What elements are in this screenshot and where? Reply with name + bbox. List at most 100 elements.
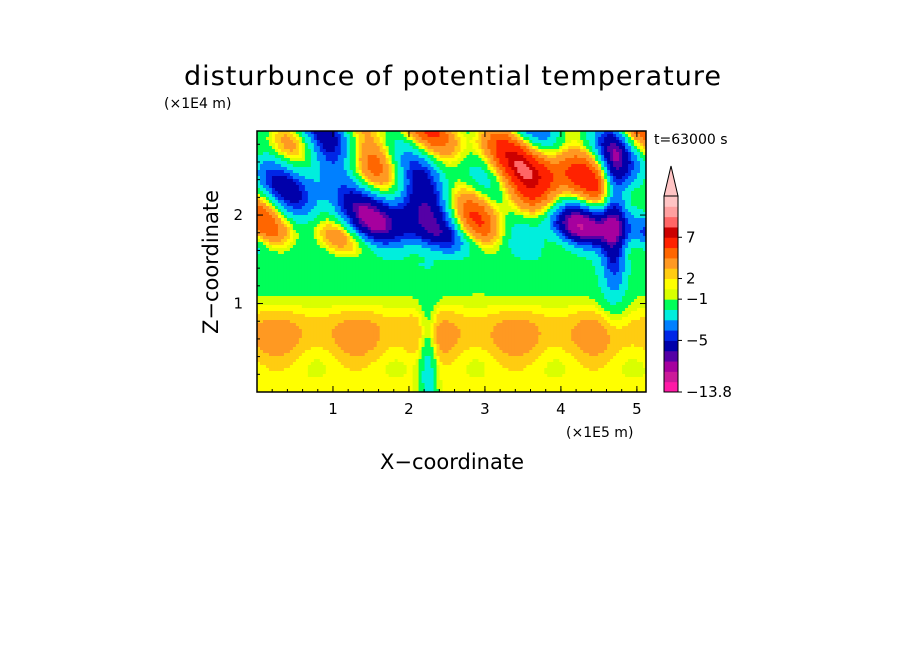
heatmap-cell [445,212,450,216]
heatmap-cell [400,158,405,162]
heatmap-cell [520,200,524,204]
heatmap-cell [418,179,423,183]
heatmap-cell [304,134,309,138]
heatmap-cell [622,137,626,141]
heatmap-cell [397,221,402,225]
heatmap-cell [505,170,509,174]
heatmap-cell [457,215,462,219]
heatmap-cell [364,140,369,144]
heatmap-cell [571,227,575,231]
heatmap-cell [493,200,497,204]
heatmap-cell [262,239,267,243]
heatmap-cell [382,188,387,192]
heatmap-cell [307,137,312,141]
heatmap-cell [586,206,590,210]
heatmap-cell [367,176,372,180]
heatmap-cell [586,188,590,192]
heatmap-cell [535,212,539,216]
heatmap-cell [283,149,288,153]
heatmap-cell [541,143,545,147]
heatmap-cell [436,140,441,144]
heatmap-cell [292,242,297,246]
heatmap-cell [622,233,626,237]
heatmap-cell [379,203,384,207]
heatmap-cell [451,137,456,141]
heatmap-cell [313,143,318,147]
heatmap-cell [379,134,384,138]
heatmap-cell [595,143,599,147]
heatmap-cell [307,149,312,153]
heatmap-cell [601,218,605,222]
heatmap-cell [580,212,584,216]
heatmap-cell [346,164,351,168]
heatmap-cell [274,152,279,156]
heatmap-cell [601,176,605,180]
heatmap-cell [451,239,456,243]
heatmap-cell [349,194,354,198]
heatmap-cell [628,179,632,183]
heatmap-cell [604,173,608,177]
heatmap-cell [466,155,471,159]
heatmap-cell [358,170,363,174]
heatmap-cell [580,197,584,201]
heatmap-cell [505,203,509,207]
heatmap-cell [433,146,438,150]
heatmap-cell [319,191,324,195]
heatmap-cell [493,236,497,240]
heatmap-cell [454,203,459,207]
heatmap-cell [367,194,372,198]
heatmap-cell [382,164,387,168]
heatmap-cell [637,224,641,228]
heatmap-cell [637,179,641,183]
heatmap-cell [445,218,450,222]
heatmap-cell [631,161,635,165]
heatmap-cell [583,167,587,171]
heatmap-cell [451,176,456,180]
heatmap-cell [484,185,489,189]
heatmap-cell [388,137,393,141]
heatmap-cell [418,140,423,144]
heatmap-cell [640,152,644,156]
heatmap-cell [610,185,614,189]
heatmap-cell [430,152,435,156]
heatmap-cell [628,191,632,195]
heatmap-cell [598,206,602,210]
heatmap-cell [478,197,483,201]
heatmap-cell [337,143,342,147]
heatmap-cell [394,170,399,174]
heatmap-cell [550,242,554,246]
heatmap-cell [643,212,646,216]
heatmap-cell [565,209,569,213]
heatmap-cell [562,221,566,225]
heatmap-cell [577,200,581,204]
heatmap-cell [337,161,342,165]
heatmap-cell [412,167,417,171]
heatmap-cell [544,236,548,240]
heatmap-cell [601,173,605,177]
heatmap-cell [406,182,411,186]
heatmap-cell [322,200,327,204]
heatmap-cell [523,134,527,138]
heatmap-cell [511,134,515,138]
heatmap-cell [403,131,408,135]
heatmap-cell [577,158,581,162]
heatmap-cell [556,143,560,147]
heatmap-cell [295,170,300,174]
heatmap-cell [325,164,330,168]
heatmap-cell [547,170,551,174]
heatmap-cell [520,176,524,180]
heatmap-cell [472,161,477,165]
heatmap-cell [475,155,480,159]
heatmap-cell [388,245,393,249]
heatmap-cell [505,197,509,201]
heatmap-cell [403,191,408,195]
heatmap-cell [418,197,423,201]
heatmap-cell [643,206,646,210]
heatmap-cell [349,149,354,153]
heatmap-cell [586,134,590,138]
heatmap-cell [499,140,503,144]
heatmap-cell [517,173,521,177]
heatmap-cell [598,209,602,213]
heatmap-cell [322,212,327,216]
heatmap-cell [316,206,321,210]
